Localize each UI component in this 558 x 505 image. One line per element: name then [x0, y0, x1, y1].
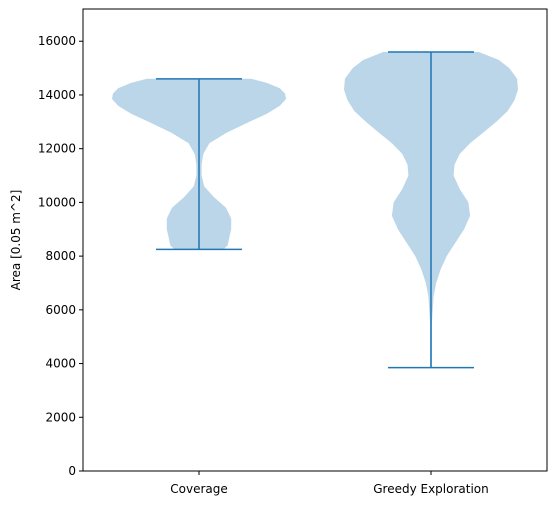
y-axis-label: Area [0.05 m^2] [9, 190, 23, 291]
y-tick-label: 4000 [45, 357, 76, 371]
y-tick-label: 6000 [45, 303, 76, 317]
x-tick-label: Coverage [170, 482, 228, 496]
y-tick-label: 10000 [38, 195, 76, 209]
y-tick-label: 2000 [45, 410, 76, 424]
y-tick-label: 16000 [38, 34, 76, 48]
x-axis: Coverage Greedy Exploration [170, 471, 489, 496]
y-tick-label: 12000 [38, 142, 76, 156]
violin-group [112, 51, 518, 369]
y-tick-label: 8000 [45, 249, 76, 263]
x-tick-label: Greedy Exploration [373, 482, 489, 496]
y-tick-label: 14000 [38, 88, 76, 102]
y-axis: 0 2000 4000 6000 8000 10000 12000 14000 16000 [38, 34, 83, 478]
plot-frame [82, 8, 548, 472]
y-tick-label: 0 [68, 464, 76, 478]
